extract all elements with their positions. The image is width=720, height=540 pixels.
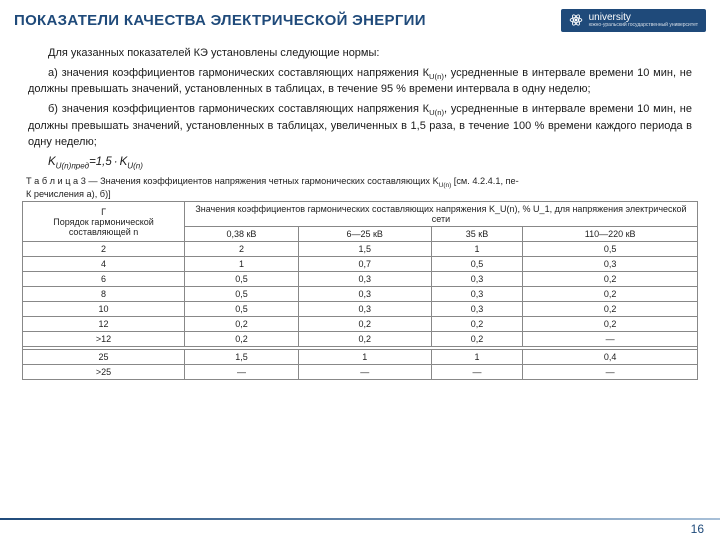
table-cell: 1,5 (185, 350, 299, 365)
table-cell: 0,4 (523, 350, 697, 365)
item-b: б) значения коэффициентов гармонических … (28, 102, 692, 150)
footer-divider (0, 518, 720, 520)
atom-icon (569, 13, 583, 27)
table-cell: 0,3 (431, 302, 523, 317)
col-0: 0,38 кВ (185, 227, 299, 242)
table-cell: 1 (185, 257, 299, 272)
table-cell: 0,5 (185, 272, 299, 287)
table-row: 120,20,20,20,2 (23, 317, 698, 332)
col-1: 6—25 кВ (298, 227, 431, 242)
table-cell: 0,5 (431, 257, 523, 272)
table-row: 410,70,50,3 (23, 257, 698, 272)
table-caption: Т а б л и ц а 3 — Значения коэффициентов… (26, 176, 694, 199)
table-block: Т а б л и ц а 3 — Значения коэффициентов… (8, 176, 712, 380)
table-cell: — (523, 365, 697, 380)
uni-name: university (589, 13, 698, 23)
table-row: 221,510,5 (23, 242, 698, 257)
table-row: >25———— (23, 365, 698, 380)
table-cell: 0,2 (185, 332, 299, 347)
table-cell: 0,2 (523, 287, 697, 302)
table-cell: 10 (23, 302, 185, 317)
table-cell: 0,3 (523, 257, 697, 272)
table-cell: 0,3 (298, 272, 431, 287)
table-cell: 0,2 (185, 317, 299, 332)
item-a: а) значения коэффициентов гармонических … (28, 66, 692, 98)
table-cell: 8 (23, 287, 185, 302)
harmonics-table: ГПорядок гармонической составляющей n Зн… (22, 201, 698, 380)
table-cell: 12 (23, 317, 185, 332)
table-cell: 1 (431, 242, 523, 257)
table-cell: 0,7 (298, 257, 431, 272)
table-cell: 0,5 (185, 302, 299, 317)
table-cell: — (185, 365, 299, 380)
table-cell: — (431, 365, 523, 380)
formula: KU(n)пред=1,5·KU(n) (28, 154, 692, 172)
table-cell: 0,2 (431, 317, 523, 332)
table-cell: 0,3 (431, 272, 523, 287)
col-header-n: ГПорядок гармонической составляющей n (23, 202, 185, 242)
table-cell: 6 (23, 272, 185, 287)
table-cell: >12 (23, 332, 185, 347)
table-cell: — (298, 365, 431, 380)
table-cell: 4 (23, 257, 185, 272)
table-row: 251,5110,4 (23, 350, 698, 365)
university-badge: university южно-уральский государственны… (561, 9, 706, 32)
table-cell: 0,3 (431, 287, 523, 302)
table-row: 100,50,30,30,2 (23, 302, 698, 317)
table-cell: 1 (431, 350, 523, 365)
table-cell: 2 (185, 242, 299, 257)
slide-title: ПОКАЗАТЕЛИ КАЧЕСТВА ЭЛЕКТРИЧЕСКОЙ ЭНЕРГИ… (14, 12, 426, 29)
page-number: 16 (691, 522, 704, 536)
uni-sub: южно-уральский государственный университ… (589, 23, 698, 28)
table-cell: 25 (23, 350, 185, 365)
intro-paragraph: Для указанных показателей КЭ установлены… (28, 46, 692, 62)
table-row: 60,50,30,30,2 (23, 272, 698, 287)
table-cell: 0,3 (298, 302, 431, 317)
col-3: 110—220 кВ (523, 227, 697, 242)
table-cell: 0,2 (431, 332, 523, 347)
table-cell: 0,3 (298, 287, 431, 302)
table-cell: 0,2 (298, 332, 431, 347)
table-cell: 0,2 (298, 317, 431, 332)
col-header-group: Значения коэффициентов гармонических сос… (185, 202, 698, 227)
table-cell: 0,5 (185, 287, 299, 302)
table-cell: >25 (23, 365, 185, 380)
table-cell: 0,5 (523, 242, 697, 257)
body-text: Для указанных показателей КЭ установлены… (0, 40, 720, 172)
table-cell: 0,2 (523, 272, 697, 287)
table-cell: 1 (298, 350, 431, 365)
table-cell: 2 (23, 242, 185, 257)
table-cell: — (523, 332, 697, 347)
table-cell: 0,2 (523, 317, 697, 332)
col-2: 35 кВ (431, 227, 523, 242)
table-row: >120,20,20,2— (23, 332, 698, 347)
table-cell: 1,5 (298, 242, 431, 257)
table-row: 80,50,30,30,2 (23, 287, 698, 302)
table-cell: 0,2 (523, 302, 697, 317)
